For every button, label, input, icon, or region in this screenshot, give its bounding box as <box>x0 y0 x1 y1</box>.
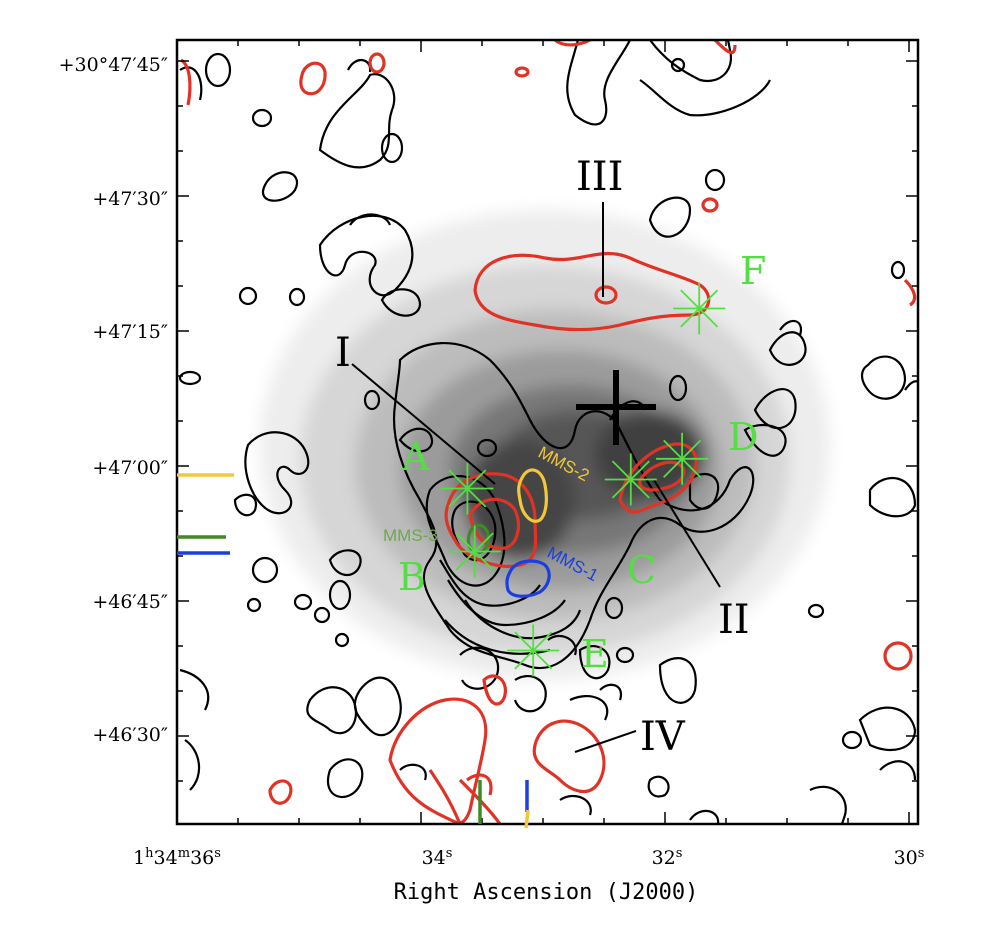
y-tick-label: +47′30″ <box>92 188 168 210</box>
y-tick-label: +46′45″ <box>92 591 168 613</box>
green-star-ray <box>663 439 702 478</box>
black-contours <box>178 40 918 824</box>
green-source-markers <box>441 282 726 677</box>
source-label-d: D <box>728 415 758 459</box>
green-star-marker <box>673 282 726 335</box>
mm-source-contours <box>466 468 551 598</box>
outflow-label-i: I <box>335 330 351 376</box>
y-tick-label: +47′00″ <box>92 457 168 479</box>
x-tick-label: 1h34m36s <box>133 846 221 869</box>
mms2-ra-indicator <box>524 809 530 829</box>
y-tick-label: +30°47′45″ <box>59 54 168 76</box>
green-star-marker <box>656 432 709 485</box>
source-label-c: C <box>627 548 656 592</box>
y-tick-label: +46′30″ <box>92 724 168 746</box>
mms3-contour <box>466 523 490 555</box>
x-tick-labels: 1h34m36s 34s 32s 30s <box>133 846 924 869</box>
green-star-ray <box>448 469 487 508</box>
outflow-pointer-lines <box>351 202 721 753</box>
source-label-e: E <box>581 632 609 676</box>
green-star-marker <box>604 453 657 506</box>
source-label-a: A <box>401 435 430 479</box>
x-axis-title: Right Ascension (J2000) <box>394 880 699 905</box>
mm-position-indicators <box>177 473 530 829</box>
plot-frame <box>175 38 920 826</box>
cross-marker <box>576 370 656 445</box>
green-star-ray <box>455 532 494 571</box>
outflow-label-ii: II <box>718 597 750 643</box>
green-star-marker <box>441 462 494 515</box>
source-label-b: B <box>398 555 426 599</box>
x-tick-label: 34s <box>422 846 453 869</box>
green-star-ray <box>680 289 719 328</box>
mms1-contour <box>505 559 551 598</box>
mms3-label: MMS-3 <box>383 526 438 545</box>
green-star-ray <box>514 631 553 670</box>
green-star-ray <box>611 460 650 499</box>
mms2-contour <box>517 468 548 523</box>
outflow-label-iv: IV <box>640 714 686 760</box>
y-tick-labels: +30°47′45″ +47′30″ +47′15″ +47′00″ +46′4… <box>59 54 168 746</box>
x-tick-label: 32s <box>652 846 683 869</box>
source-label-f: F <box>740 249 766 293</box>
outflow-labels: I II III IV <box>335 154 750 760</box>
green-star-marker <box>507 624 560 677</box>
source-labels: A B C D E F <box>398 249 766 676</box>
x-tick-label: 30s <box>894 846 925 869</box>
green-star-marker <box>448 525 501 578</box>
axis-ticks <box>176 40 918 824</box>
y-tick-label: +47′15″ <box>92 321 168 343</box>
outflow-label-iii: III <box>576 154 623 200</box>
